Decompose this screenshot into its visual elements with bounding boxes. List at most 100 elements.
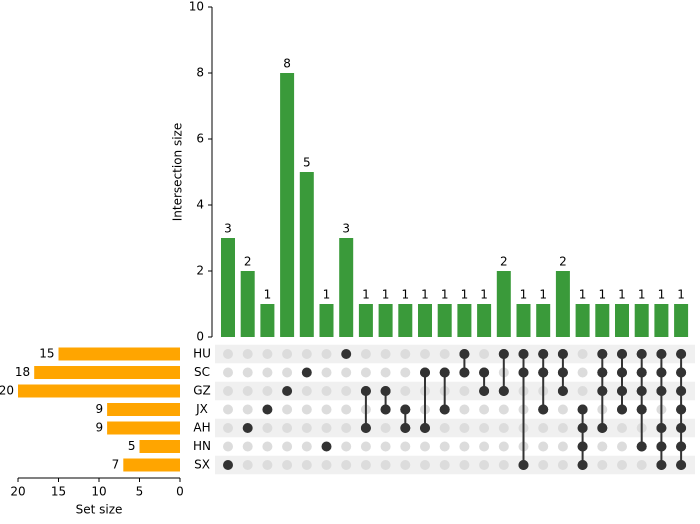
matrix-dot	[597, 367, 608, 378]
bar	[496, 271, 511, 337]
x-tick-label: 10	[91, 485, 106, 499]
matrix-dot	[479, 423, 490, 433]
bar	[299, 172, 314, 337]
y-tick-label: 8	[196, 66, 204, 80]
bar-label: 3	[342, 222, 350, 236]
matrix-dot	[538, 441, 549, 452]
bar-label: 1	[579, 288, 587, 302]
matrix-dot	[420, 423, 430, 433]
matrix-dot	[656, 460, 667, 470]
matrix-dot	[617, 349, 627, 359]
set-bar	[34, 366, 181, 379]
matrix-dot	[420, 367, 430, 378]
matrix-dot	[223, 460, 233, 470]
matrix-dot	[577, 349, 588, 359]
matrix-dot	[400, 423, 411, 433]
set-bar-label: 9	[95, 402, 103, 416]
matrix-dot	[223, 441, 233, 452]
matrix-dot	[380, 441, 391, 452]
bar-label: 8	[283, 57, 291, 71]
matrix-dot	[459, 423, 470, 433]
matrix-dot	[262, 367, 273, 378]
row-stripe	[215, 381, 695, 401]
set-name: SX	[194, 458, 210, 472]
matrix-dot	[301, 460, 312, 470]
bar-label: 2	[500, 255, 508, 269]
bar	[398, 304, 413, 337]
matrix-dot	[676, 367, 687, 378]
matrix-dot	[380, 423, 391, 433]
set-name: AH	[193, 421, 210, 435]
set-bar	[58, 347, 180, 361]
set-name: HN	[193, 439, 211, 453]
y-tick-label: 2	[196, 264, 204, 278]
matrix-dot	[341, 441, 352, 452]
matrix-dot	[223, 349, 233, 359]
bar	[536, 304, 551, 337]
matrix-dot	[400, 367, 411, 378]
set-bar	[139, 440, 180, 453]
matrix-dot	[498, 349, 509, 359]
matrix-dot	[656, 441, 667, 452]
matrix-dot	[223, 386, 233, 396]
bar	[595, 304, 610, 337]
y-tick-label: 10	[189, 0, 204, 14]
x-axis-label: Set size	[76, 503, 123, 517]
matrix-dot	[321, 367, 332, 378]
matrix-dot	[223, 423, 233, 433]
matrix-dot	[557, 460, 568, 470]
matrix-dot	[321, 386, 332, 396]
matrix-dot	[242, 367, 253, 378]
set-bar	[123, 458, 180, 472]
matrix-dot	[617, 460, 627, 470]
matrix-dot	[479, 367, 490, 378]
matrix-dot	[262, 423, 273, 433]
matrix-dot	[341, 460, 352, 470]
bar	[457, 304, 472, 337]
matrix-dot	[400, 349, 411, 359]
bar-label: 1	[658, 288, 666, 302]
matrix-dot	[636, 404, 647, 415]
x-tick-label: 15	[51, 485, 66, 499]
matrix-dot	[242, 441, 253, 452]
matrix-dot	[459, 460, 470, 470]
matrix-dot	[439, 441, 450, 452]
matrix-dot	[439, 404, 450, 415]
row-stripe	[215, 344, 695, 364]
matrix-dot	[242, 404, 253, 415]
matrix-dot	[341, 404, 352, 415]
matrix-dot	[479, 460, 490, 470]
matrix-dot	[577, 367, 588, 378]
y-tick-label: 4	[196, 198, 204, 212]
bar-label: 1	[382, 288, 390, 302]
x-tick-label: 20	[10, 485, 25, 499]
matrix-dot	[538, 404, 549, 415]
matrix-dot	[360, 386, 371, 396]
matrix-dot	[597, 423, 608, 433]
matrix-dot	[282, 349, 293, 359]
matrix-dot	[597, 386, 608, 396]
set-bar-label: 9	[95, 421, 103, 435]
bar-label: 1	[421, 288, 429, 302]
set-name: SC	[194, 365, 210, 379]
matrix-dot	[459, 404, 470, 415]
y-tick-label: 0	[196, 330, 204, 344]
matrix-dot	[577, 386, 588, 396]
matrix-dot	[498, 386, 509, 396]
y-axis-label: Intersection size	[171, 123, 185, 221]
matrix-dot	[282, 367, 293, 378]
matrix-dot	[282, 423, 293, 433]
matrix-dot	[676, 404, 687, 415]
bar	[516, 304, 531, 337]
matrix-dot	[636, 349, 647, 359]
matrix-dot	[479, 441, 490, 452]
matrix-dot	[223, 367, 233, 378]
matrix-dot	[282, 386, 293, 396]
bar	[358, 304, 373, 337]
bar-label: 1	[480, 288, 488, 302]
matrix-dot	[301, 441, 312, 452]
matrix-dot	[656, 349, 667, 359]
bar	[674, 304, 689, 337]
bar	[615, 304, 629, 337]
